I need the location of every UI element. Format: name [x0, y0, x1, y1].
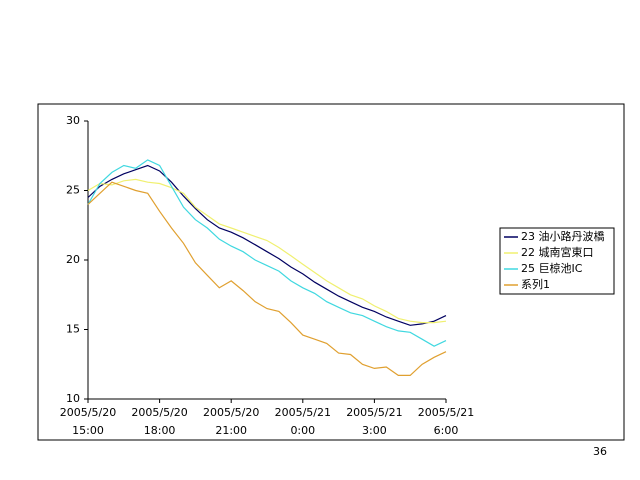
series-line [87, 181, 447, 376]
x-tick-label: 2005/5/21 6:00 [418, 406, 474, 437]
x-tick-label: 2005/5/20 21:00 [203, 406, 259, 437]
x-tick-label: 2005/5/21 0:00 [275, 406, 331, 437]
x-tick-label: 2005/5/21 3:00 [346, 406, 402, 437]
y-tick-label: 30 [66, 114, 80, 127]
y-tick-label: 15 [66, 323, 80, 336]
legend-label: 25 巨椋池IC [521, 261, 583, 275]
chart-frame [37, 103, 625, 441]
legend-label: 23 油小路丹波橋 [521, 229, 605, 243]
y-tick-label: 25 [66, 184, 80, 197]
y-tick-label: 20 [66, 253, 80, 266]
series-line [87, 159, 447, 347]
series-line [87, 178, 447, 324]
y-tick-label: 10 [66, 392, 80, 405]
legend-box [499, 227, 615, 295]
legend-label: 系列1 [521, 277, 550, 291]
page-number: 36 [593, 445, 607, 458]
x-tick-label: 2005/5/20 18:00 [131, 406, 187, 437]
legend-label: 22 城南宮東口 [521, 245, 594, 259]
series-line [87, 164, 447, 326]
x-tick-label: 2005/5/20 15:00 [60, 406, 116, 437]
